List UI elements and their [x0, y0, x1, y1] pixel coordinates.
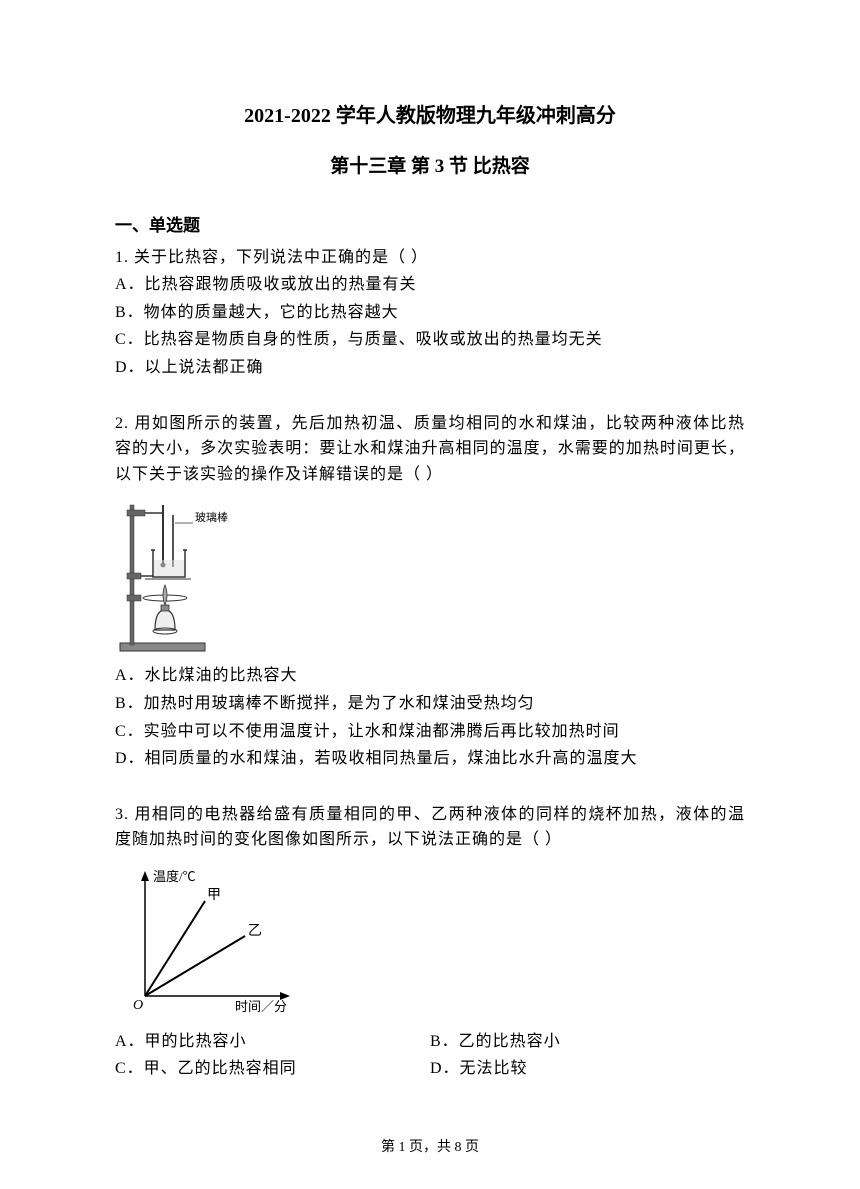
option-d: D．无法比较: [430, 1056, 745, 1082]
option-d: D．相同质量的水和煤油，若吸收相同热量后，煤油比水升高的温度大: [115, 746, 745, 772]
line-yi-label: 乙: [248, 923, 262, 939]
question-text: 3. 用相同的电热器给盛有质量相同的甲、乙两种液体的同样的烧杯加热，液体的温度随…: [115, 802, 745, 853]
line-jia-label: 甲: [207, 888, 221, 903]
option-b: B．物体的质量越大，它的比热容越大: [115, 300, 745, 326]
option-b: B．加热时用玻璃棒不断搅拌，是为了水和煤油受热均匀: [115, 691, 745, 717]
option-d: D．以上说法都正确: [115, 355, 745, 381]
page-title-sub: 第十三章 第 3 节 比热容: [115, 152, 745, 182]
question-text: 1. 关于比热容，下列说法中正确的是（ ）: [115, 245, 745, 271]
page-title-main: 2021-2022 学年人教版物理九年级冲刺高分: [115, 100, 745, 132]
origin-label: O: [133, 998, 143, 1013]
question-text: 2. 用如图所示的装置，先后加热初温、质量均相同的水和煤油，比较两种液体比热容的…: [115, 411, 745, 488]
y-axis-label: 温度/℃: [153, 869, 196, 884]
question-2: 2. 用如图所示的装置，先后加热初温、质量均相同的水和煤油，比较两种液体比热容的…: [115, 411, 745, 772]
page-footer: 第 1 页，共 8 页: [0, 1137, 860, 1159]
apparatus-figure: 玻璃棒: [115, 495, 745, 655]
glass-rod-label: 玻璃棒: [195, 510, 228, 524]
option-a: A．比热容跟物质吸收或放出的热量有关: [115, 272, 745, 298]
option-c: C．比热容是物质自身的性质，与质量、吸收或放出的热量均无关: [115, 327, 745, 353]
options-grid: A．甲的比热容小 B．乙的比热容小 C．甲、乙的比热容相同 D．无法比较: [115, 1029, 745, 1084]
x-axis-label: 时间／分: [235, 999, 287, 1014]
option-a: A．甲的比热容小: [115, 1029, 430, 1055]
option-b: B．乙的比热容小: [430, 1029, 745, 1055]
option-c: C．实验中可以不使用温度计，让水和煤油都沸腾后再比较加热时间: [115, 719, 745, 745]
option-c: C．甲、乙的比热容相同: [115, 1056, 430, 1082]
question-1: 1. 关于比热容，下列说法中正确的是（ ） A．比热容跟物质吸收或放出的热量有关…: [115, 245, 745, 381]
section-header: 一、单选题: [115, 212, 745, 239]
chart-figure: 温度/℃ 时间／分 O 甲 乙: [115, 861, 745, 1021]
question-3: 3. 用相同的电热器给盛有质量相同的甲、乙两种液体的同样的烧杯加热，液体的温度随…: [115, 802, 745, 1084]
option-a: A．水比煤油的比热容大: [115, 663, 745, 689]
